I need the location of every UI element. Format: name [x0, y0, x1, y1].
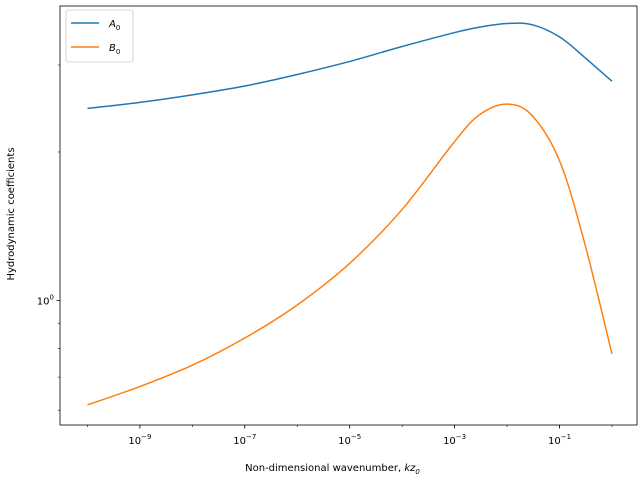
x-tick-label: 10−1 [548, 433, 571, 447]
y-axis-label: Hydrodynamic coefficients [6, 147, 17, 280]
legend-box [65, 9, 134, 63]
x-axis-label: Non-dimensional wavenumber, kz0 [245, 463, 420, 476]
x-tick-label: 10−5 [338, 433, 361, 447]
x-tick-label: 10−7 [233, 433, 256, 447]
y-tick-label: 100 [37, 294, 54, 308]
x-tick-label: 10−3 [443, 433, 466, 447]
series-line-a0 [87, 22, 613, 110]
series-line-b0 [87, 103, 613, 406]
x-tick-label: 10−9 [128, 433, 151, 447]
axes-frame [59, 5, 638, 426]
tick-layer: 10−9 10−7 10−5 10−3 10−1 100 [37, 64, 613, 447]
legend: A0 B0 [65, 9, 134, 63]
legend-label-b0: B0 [109, 43, 120, 56]
legend-label-a0: A0 [108, 19, 120, 32]
plot-area [59, 5, 638, 426]
